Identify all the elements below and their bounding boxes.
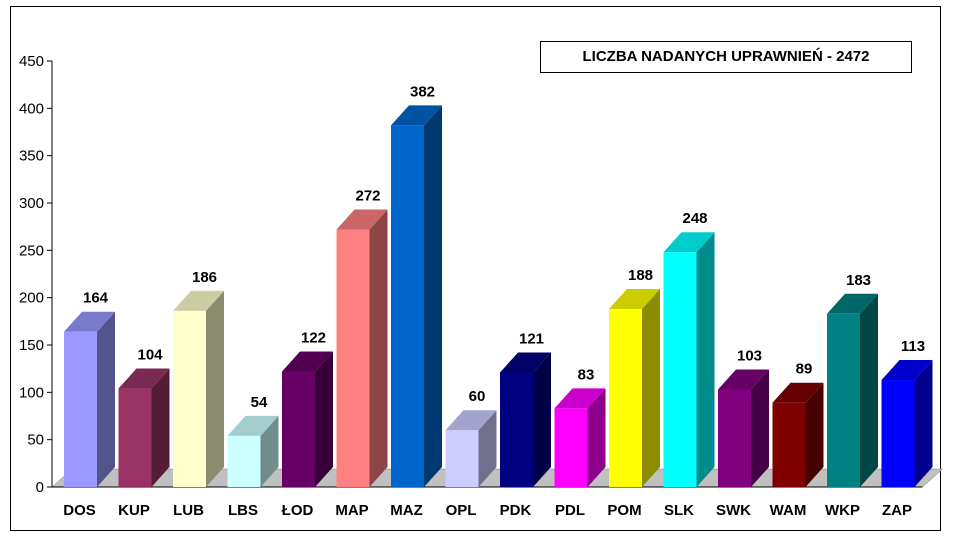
bar-top — [827, 293, 878, 314]
y-tick-label: 350 — [19, 148, 44, 165]
bar — [336, 229, 370, 488]
y-tick-label: 0 — [36, 479, 44, 496]
data-label: 83 — [578, 366, 595, 383]
x-tick-label: POM — [607, 502, 641, 519]
bar-side — [805, 382, 824, 487]
data-label: 122 — [301, 330, 326, 347]
x-tick-label: MAP — [335, 502, 368, 519]
bar-side — [97, 311, 115, 487]
bar-top — [336, 209, 388, 230]
x-tick-label: SLK — [664, 502, 694, 519]
bar-side — [751, 369, 769, 487]
data-label: 89 — [796, 361, 813, 378]
data-label: 164 — [83, 290, 109, 307]
bar — [663, 252, 697, 487]
bar-side — [642, 289, 660, 487]
x-tick-label: WKP — [825, 502, 860, 519]
data-label: 183 — [846, 272, 871, 289]
bar — [391, 125, 424, 487]
data-label: 186 — [192, 269, 217, 286]
x-tick-label: MAZ — [390, 502, 423, 519]
bar-top — [718, 369, 769, 390]
bar-top — [500, 352, 551, 373]
bar-side — [587, 388, 606, 487]
bar — [554, 408, 588, 487]
x-tick-label: WAM — [770, 502, 807, 519]
y-tick-label: 200 — [19, 290, 44, 307]
bar-top — [663, 232, 715, 253]
bar-top — [227, 415, 279, 436]
bar-side — [478, 410, 497, 487]
data-label: 104 — [137, 347, 163, 364]
bar-side — [860, 293, 878, 487]
bar-top — [118, 368, 170, 389]
bar-side — [424, 105, 442, 487]
data-label: 272 — [355, 188, 380, 205]
bar-top — [282, 351, 333, 372]
bar-top — [881, 360, 933, 381]
x-tick-label: DOS — [63, 502, 96, 519]
x-tick-label: ŁOD — [282, 502, 314, 519]
data-label: 103 — [737, 347, 762, 364]
bar-top — [554, 388, 606, 409]
bar-side — [260, 415, 279, 487]
bar-top — [772, 382, 824, 403]
data-label: 248 — [682, 210, 707, 227]
x-tick-label: OPL — [446, 502, 477, 519]
y-tick-label: 400 — [19, 100, 44, 117]
y-tick-label: 100 — [19, 384, 44, 401]
bar-side — [151, 368, 170, 487]
bar — [609, 309, 642, 487]
bar-top — [64, 311, 115, 332]
bar-side — [533, 352, 551, 487]
bar — [445, 430, 479, 487]
bar-top — [391, 105, 442, 126]
data-label: 382 — [410, 83, 435, 100]
x-tick-label: PDL — [555, 502, 585, 519]
y-tick-label: 450 — [19, 53, 44, 70]
data-label: 113 — [901, 338, 925, 355]
x-tick-label: KUP — [118, 502, 150, 519]
bar-top — [609, 289, 660, 310]
bar — [718, 389, 751, 487]
y-tick-label: 150 — [19, 337, 44, 354]
bar-side — [914, 360, 933, 487]
x-tick-label: ZAP — [882, 502, 912, 519]
bar-side — [369, 209, 388, 488]
bar — [881, 380, 915, 487]
data-label: 60 — [469, 388, 486, 405]
data-label: 54 — [251, 394, 268, 411]
x-tick-label: PDK — [500, 502, 532, 519]
bar — [282, 371, 315, 487]
x-tick-label: LUB — [173, 502, 204, 519]
bar-top — [445, 410, 497, 431]
data-label: 121 — [519, 330, 544, 347]
data-label: 188 — [628, 267, 653, 284]
bar-top — [173, 290, 224, 311]
y-tick-label: 250 — [19, 242, 44, 259]
bar — [64, 331, 97, 487]
bar-side — [206, 290, 224, 487]
bar — [772, 402, 806, 487]
chart-title: LICZBA NADANYCH UPRAWNIEŃ - 2472 — [540, 41, 912, 73]
bar — [227, 435, 261, 487]
x-tick-label: SWK — [716, 502, 751, 519]
x-tick-label: LBS — [228, 502, 258, 519]
bar — [827, 313, 860, 487]
bar-side — [696, 232, 715, 487]
bar — [118, 388, 152, 487]
y-tick-label: 50 — [27, 432, 44, 449]
bar — [500, 372, 533, 487]
y-tick-label: 300 — [19, 195, 44, 212]
bar — [173, 310, 206, 487]
bar-side — [315, 351, 333, 487]
